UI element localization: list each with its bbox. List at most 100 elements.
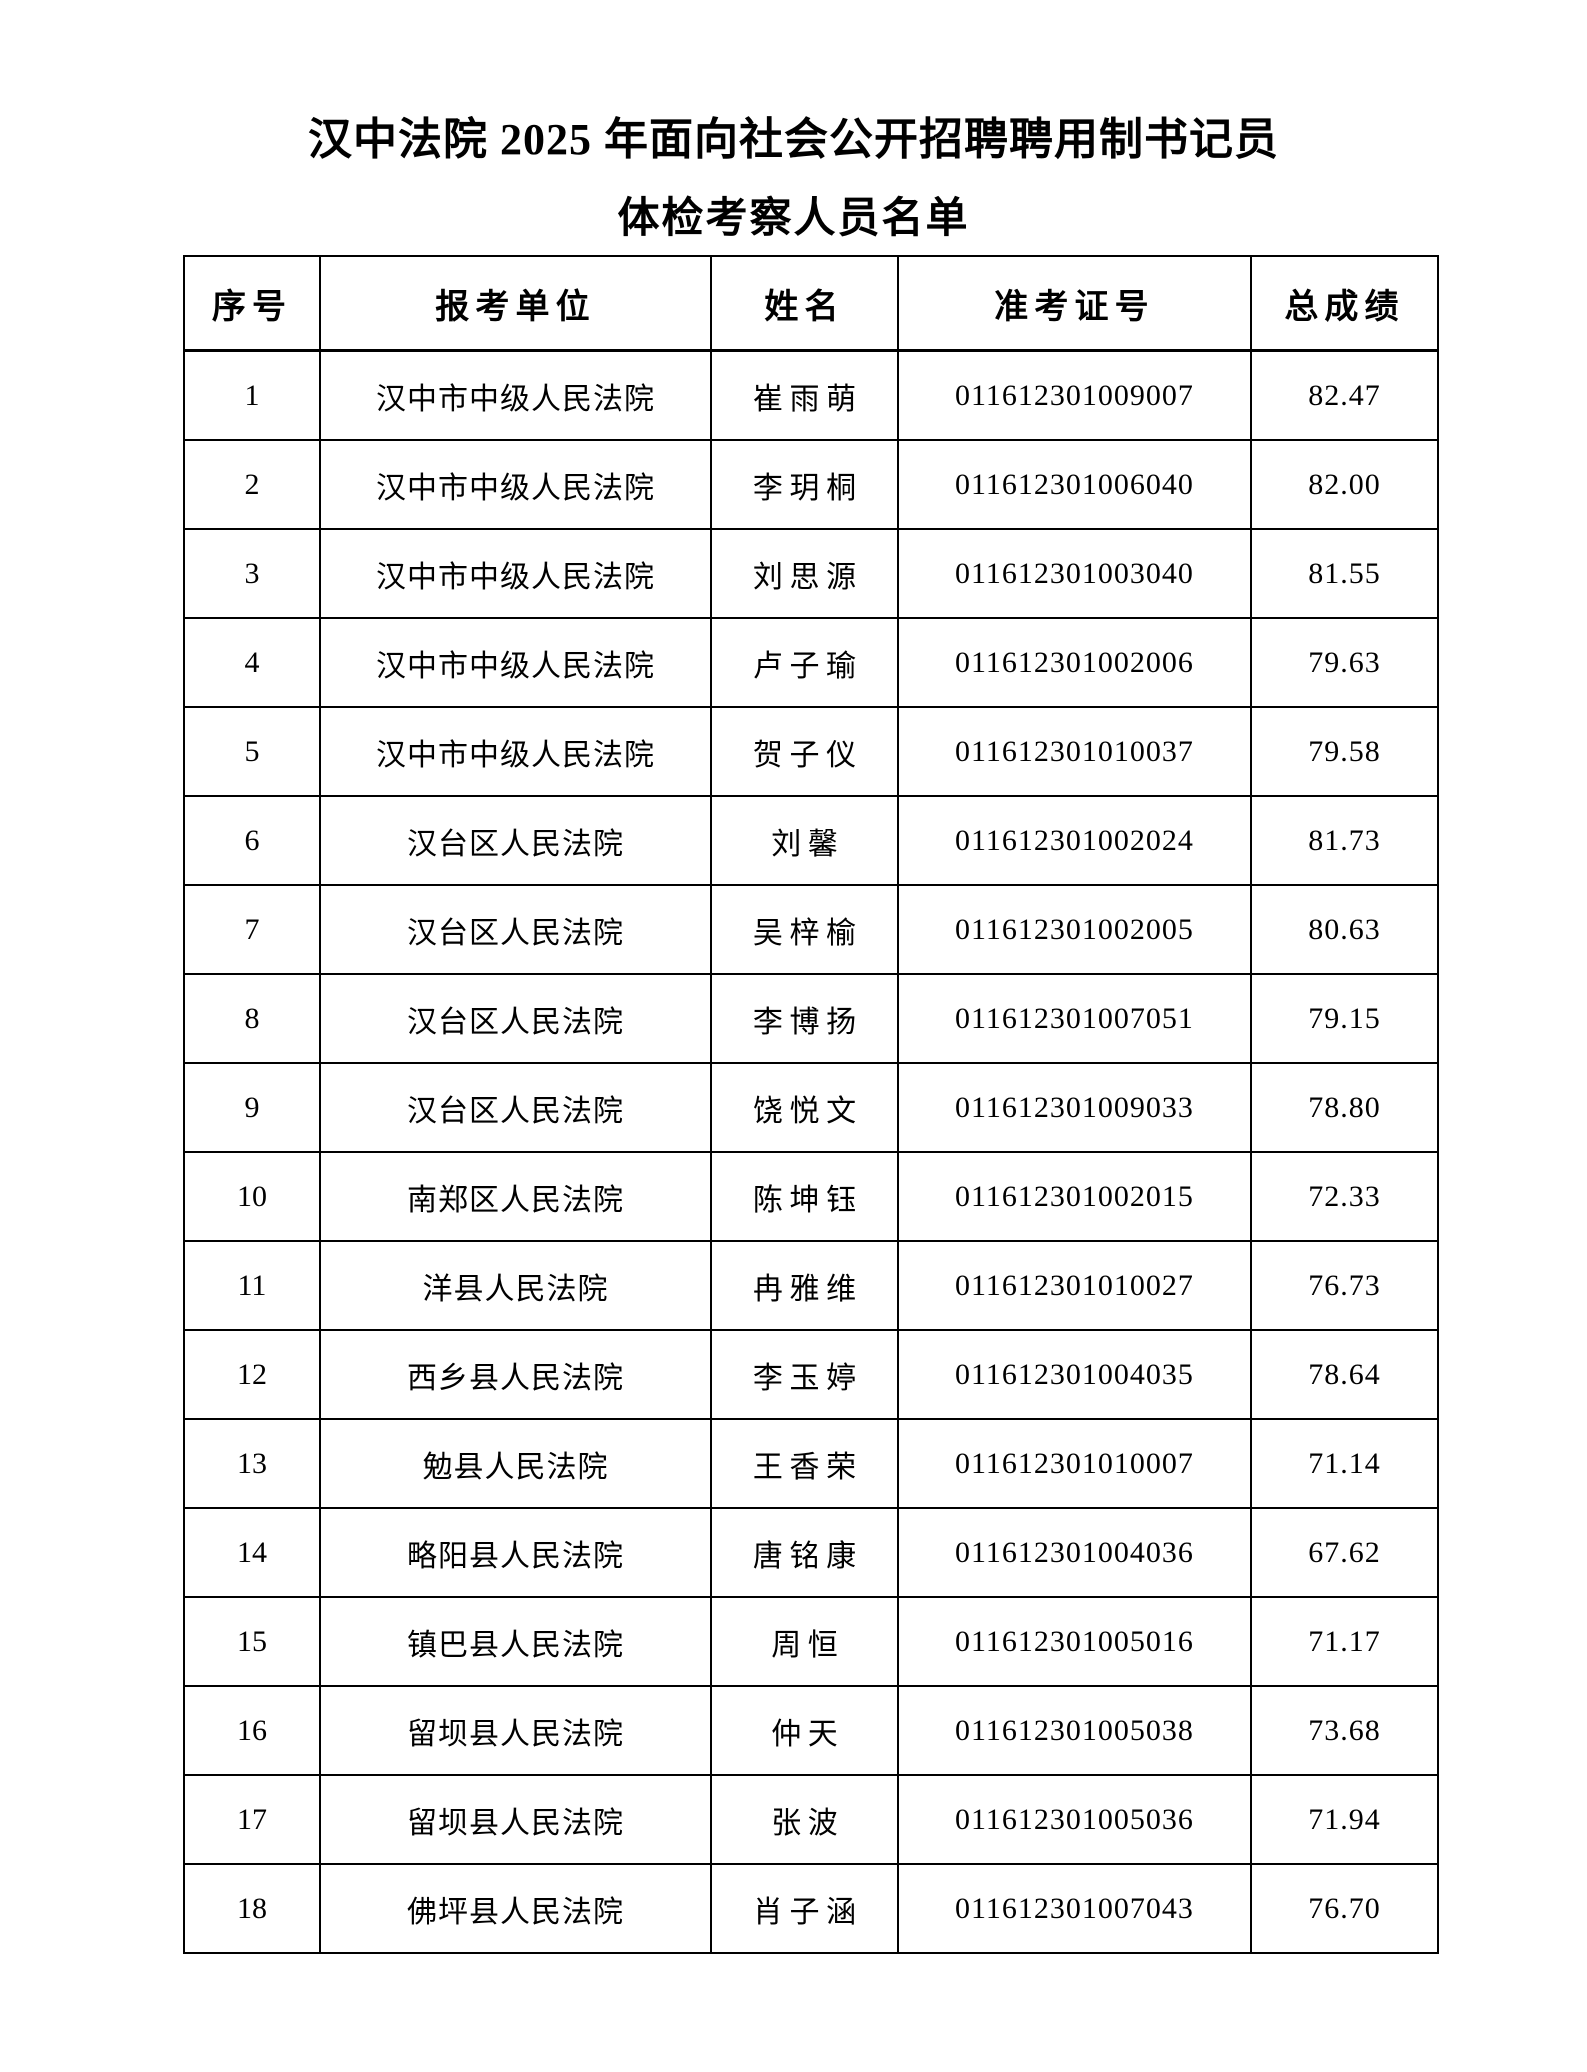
cell-unit: 汉中市中级人民法院: [319, 706, 712, 797]
column-header-ticket: 准考证号: [897, 255, 1252, 352]
cell-unit: 洋县人民法院: [319, 1240, 712, 1331]
cell-ticket: 011612301004035: [897, 1329, 1252, 1420]
cell-name: 贺子仪: [710, 706, 899, 797]
cell-no: 12: [183, 1329, 321, 1420]
cell-unit: 佛坪县人民法院: [319, 1863, 712, 1954]
cell-ticket: 011612301010037: [897, 706, 1252, 797]
cell-unit: 留坝县人民法院: [319, 1685, 712, 1776]
table-row: 14 略阳县人民法院 唐铭康 011612301004036 67.62: [183, 1507, 1439, 1598]
cell-unit: 留坝县人民法院: [319, 1774, 712, 1865]
cell-unit: 汉台区人民法院: [319, 1062, 712, 1153]
cell-no: 6: [183, 795, 321, 886]
cell-name: 冉雅维: [710, 1240, 899, 1331]
table-row: 11 洋县人民法院 冉雅维 011612301010027 76.73: [183, 1240, 1439, 1331]
cell-score: 82.47: [1250, 349, 1439, 441]
cell-score: 78.64: [1250, 1329, 1439, 1420]
column-header-unit: 报考单位: [319, 255, 712, 352]
cell-score: 78.80: [1250, 1062, 1439, 1153]
table-row: 10 南郑区人民法院 陈坤钰 011612301002015 72.33: [183, 1151, 1439, 1242]
cell-name: 仲天: [710, 1685, 899, 1776]
cell-no: 16: [183, 1685, 321, 1776]
cell-score: 80.63: [1250, 884, 1439, 975]
table-row: 7 汉台区人民法院 吴梓榆 011612301002005 80.63: [183, 884, 1439, 975]
cell-score: 79.63: [1250, 617, 1439, 708]
cell-no: 10: [183, 1151, 321, 1242]
cell-unit: 汉台区人民法院: [319, 795, 712, 886]
table-row: 6 汉台区人民法院 刘馨 011612301002024 81.73: [183, 795, 1439, 886]
cell-no: 5: [183, 706, 321, 797]
cell-unit: 南郑区人民法院: [319, 1151, 712, 1242]
cell-score: 72.33: [1250, 1151, 1439, 1242]
cell-ticket: 011612301010027: [897, 1240, 1252, 1331]
cell-name: 陈坤钰: [710, 1151, 899, 1242]
cell-unit: 勉县人民法院: [319, 1418, 712, 1509]
cell-score: 67.62: [1250, 1507, 1439, 1598]
cell-ticket: 011612301010007: [897, 1418, 1252, 1509]
cell-score: 71.17: [1250, 1596, 1439, 1687]
cell-no: 14: [183, 1507, 321, 1598]
cell-no: 18: [183, 1863, 321, 1954]
table-row: 5 汉中市中级人民法院 贺子仪 011612301010037 79.58: [183, 706, 1439, 797]
cell-name: 崔雨萌: [710, 349, 899, 441]
cell-score: 79.15: [1250, 973, 1439, 1064]
cell-score: 71.14: [1250, 1418, 1439, 1509]
cell-no: 8: [183, 973, 321, 1064]
cell-name: 饶悦文: [710, 1062, 899, 1153]
cell-ticket: 011612301009007: [897, 349, 1252, 441]
table-row: 16 留坝县人民法院 仲天 011612301005038 73.68: [183, 1685, 1439, 1776]
cell-ticket: 011612301002005: [897, 884, 1252, 975]
cell-name: 王香荣: [710, 1418, 899, 1509]
cell-score: 81.55: [1250, 528, 1439, 619]
cell-no: 1: [183, 349, 321, 441]
cell-score: 76.70: [1250, 1863, 1439, 1954]
document-title-line2: 体检考察人员名单: [617, 196, 970, 242]
cell-no: 13: [183, 1418, 321, 1509]
cell-score: 76.73: [1250, 1240, 1439, 1331]
cell-name: 刘思源: [710, 528, 899, 619]
cell-name: 李玥桐: [710, 439, 899, 530]
table-row: 3 汉中市中级人民法院 刘思源 011612301003040 81.55: [183, 528, 1439, 619]
cell-ticket: 011612301002015: [897, 1151, 1252, 1242]
cell-name: 吴梓榆: [710, 884, 899, 975]
table-row: 9 汉台区人民法院 饶悦文 011612301009033 78.80: [183, 1062, 1439, 1153]
table-row: 1 汉中市中级人民法院 崔雨萌 011612301009007 82.47: [183, 349, 1439, 441]
table-row: 18 佛坪县人民法院 肖子涵 011612301007043 76.70: [183, 1863, 1439, 1954]
cell-name: 李玉婷: [710, 1329, 899, 1420]
cell-ticket: 011612301003040: [897, 528, 1252, 619]
cell-score: 82.00: [1250, 439, 1439, 530]
cell-name: 刘馨: [710, 795, 899, 886]
cell-ticket: 011612301002024: [897, 795, 1252, 886]
cell-unit: 汉中市中级人民法院: [319, 528, 712, 619]
table-row: 13 勉县人民法院 王香荣 011612301010007 71.14: [183, 1418, 1439, 1509]
cell-name: 卢子瑜: [710, 617, 899, 708]
cell-no: 9: [183, 1062, 321, 1153]
cell-score: 81.73: [1250, 795, 1439, 886]
cell-name: 唐铭康: [710, 1507, 899, 1598]
column-header-score: 总成绩: [1250, 255, 1439, 352]
table-body: 1 汉中市中级人民法院 崔雨萌 011612301009007 82.47 2 汉中市中级人…: [183, 349, 1439, 1954]
document-title-line1: 汉中法院 2025 年面向社会公开招聘聘用制书记员: [308, 115, 1279, 164]
table-row: 12 西乡县人民法院 李玉婷 011612301004035 78.64: [183, 1329, 1439, 1420]
cell-ticket: 011612301004036: [897, 1507, 1252, 1598]
cell-unit: 略阳县人民法院: [319, 1507, 712, 1598]
cell-no: 3: [183, 528, 321, 619]
cell-ticket: 011612301005038: [897, 1685, 1252, 1776]
cell-unit: 西乡县人民法院: [319, 1329, 712, 1420]
cell-ticket: 011612301007051: [897, 973, 1252, 1064]
cell-name: 张波: [710, 1774, 899, 1865]
cell-no: 7: [183, 884, 321, 975]
cell-ticket: 011612301006040: [897, 439, 1252, 530]
cell-ticket: 011612301002006: [897, 617, 1252, 708]
cell-no: 4: [183, 617, 321, 708]
cell-name: 李博扬: [710, 973, 899, 1064]
table-header: 序号 报考单位 姓名 准考证号 总成绩: [183, 255, 1439, 352]
cell-no: 2: [183, 439, 321, 530]
cell-no: 17: [183, 1774, 321, 1865]
table-row: 17 留坝县人民法院 张波 011612301005036 71.94: [183, 1774, 1439, 1865]
candidates-table: 序号 报考单位 姓名 准考证号 总成绩 1 汉中市中级人民法院 崔雨萌 01161230100…: [183, 255, 1439, 1954]
table-row: 15 镇巴县人民法院 周恒 011612301005016 71.17: [183, 1596, 1439, 1687]
cell-name: 肖子涵: [710, 1863, 899, 1954]
cell-ticket: 011612301009033: [897, 1062, 1252, 1153]
cell-no: 11: [183, 1240, 321, 1331]
